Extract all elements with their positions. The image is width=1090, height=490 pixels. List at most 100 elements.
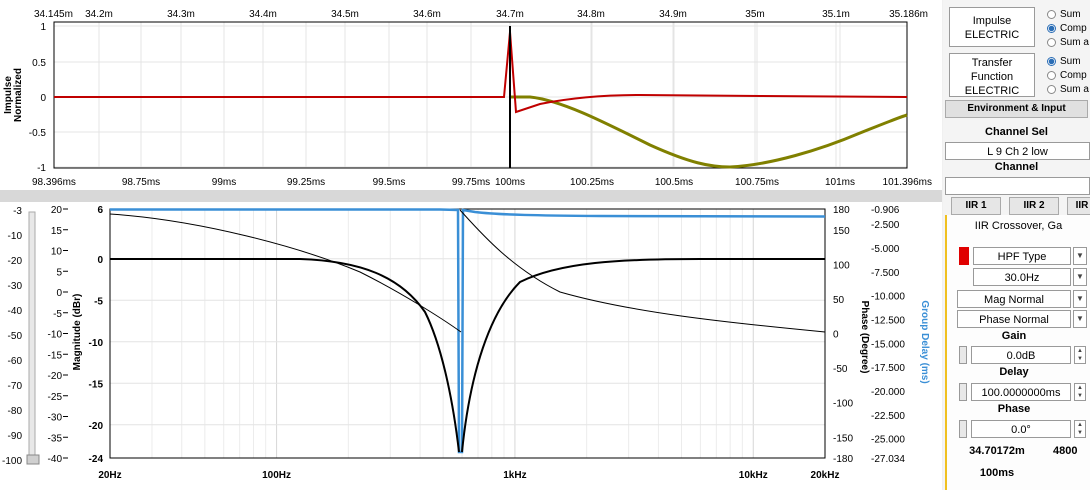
level-scale-tick: -70 (8, 381, 23, 392)
filter-type-select[interactable]: HPF Type (973, 247, 1071, 265)
group-delay-curve (109, 209, 826, 333)
delay-label: Delay (999, 366, 1029, 378)
magnitude-mode-dropdown-icon[interactable]: ▼ (1073, 290, 1087, 308)
tab-environment-input[interactable]: Environment & Input (945, 100, 1088, 118)
frequency-plot[interactable]: 20Hz 100Hz 1kHz 10kHz 20kHz 6 0 -5 -10 -15 -20 -24 1… (0, 202, 942, 490)
tab-iir-3[interactable]: IIR (1067, 197, 1090, 215)
magnitude-tick: 6 (97, 205, 103, 216)
group-delay-tick: -20.000 (871, 387, 905, 398)
phase-axis-label: Phase (Degree) (859, 301, 870, 374)
impulse-bottom-tick: 100ms (495, 177, 525, 188)
impulse-top-tick: 35.186m (889, 9, 928, 20)
impulse-bottom-tick: 101.396ms (883, 177, 932, 188)
phase-tick: 150 (833, 226, 850, 237)
phase-spinner-icon[interactable]: ▲ ▼ (1074, 420, 1086, 438)
impulse-top-tick: 34.4m (249, 9, 277, 20)
gain-scale-tick: 0 (56, 288, 62, 299)
delay-slider-handle[interactable] (959, 383, 967, 401)
radio-icon (1047, 38, 1056, 47)
level-scale-tick: -3 (13, 206, 22, 217)
magnitude-tick: -15 (89, 379, 104, 390)
radio-icon (1047, 10, 1056, 19)
impulse-plot[interactable]: 34.145m 34.2m 34.3m 34.4m 34.5m 34.6m 34.7m 34.… (0, 0, 942, 190)
magnitude-curve (110, 258, 825, 453)
gain-scale-tick: -30 (48, 413, 63, 424)
impulse-bottom-tick: 99.75ms (452, 177, 490, 188)
distance-readout: 34.70172m (969, 445, 1025, 457)
phase-tick: -180 (833, 454, 853, 465)
transfer-radio-sum[interactable]: Sum (1047, 56, 1081, 67)
frequency-x-tick: 20kHz (811, 470, 840, 481)
magnitude-mode-select[interactable]: Mag Normal (957, 290, 1071, 308)
transfer-radio-comp[interactable]: Comp (1047, 70, 1087, 81)
magnitude-tick: -10 (89, 338, 104, 349)
gain-slider-handle[interactable] (959, 346, 967, 364)
tab-iir-2[interactable]: IIR 2 (1009, 197, 1059, 215)
group-delay-tick: -0.906 (871, 205, 900, 216)
level-scale-tick: -30 (8, 281, 23, 292)
phase-mode-dropdown-icon[interactable]: ▼ (1073, 310, 1087, 328)
frequency-dropdown-icon[interactable]: ▼ (1073, 268, 1087, 286)
level-scale-tick: -100 (2, 456, 22, 467)
group-delay-tick: -22.500 (871, 411, 905, 422)
impulse-radio-sum[interactable]: Sum (1047, 9, 1081, 20)
impulse-bottom-tick: 98.75ms (122, 177, 160, 188)
delay-spinner-icon[interactable]: ▲ ▼ (1074, 383, 1086, 401)
gain-spinner-icon[interactable]: ▲ ▼ (1074, 346, 1086, 364)
frequency-x-tick: 100Hz (262, 470, 291, 481)
channel-select-field[interactable]: L 9 Ch 2 low (945, 142, 1090, 160)
group-delay-tick: -7.500 (871, 268, 900, 279)
group-delay-tick: -2.500 (871, 220, 900, 231)
level-scale-tick: -50 (8, 331, 23, 342)
group-delay-axis-label: Group Delay (ms) (919, 300, 930, 383)
filter-type-dropdown-icon[interactable]: ▼ (1073, 247, 1087, 265)
impulse-bottom-tick: 99.25ms (287, 177, 325, 188)
level-scale-tick: -20 (8, 256, 23, 267)
level-slider-track (28, 211, 36, 465)
gain-scale-tick: -5 (53, 309, 62, 320)
gain-scale-tick: 5 (56, 267, 62, 278)
gain-field[interactable]: 0.0dB (971, 346, 1071, 364)
impulse-y-tick: 0 (40, 93, 46, 104)
impulse-y-tick: -0.5 (29, 128, 47, 139)
frequency-x-tick: 10kHz (739, 470, 768, 481)
impulse-button-label: Impulse (972, 15, 1012, 27)
gain-scale-tick: -20 (48, 371, 63, 382)
impulse-bottom-tick: 99ms (212, 177, 236, 188)
group-delay-tick: -17.500 (871, 363, 905, 374)
group-delay-tick: -15.000 (871, 339, 905, 350)
impulse-response-curve (54, 31, 908, 114)
filter-title: IIR Crossover, Ga (974, 220, 1063, 232)
frequency-x-tick: 1kHz (503, 470, 526, 481)
control-panel: Impulse ELECTRIC Sum Comp Sum a Transfer… (943, 0, 1090, 490)
magnitude-tick: -20 (89, 421, 104, 432)
frequency-field[interactable]: 30.0Hz (973, 268, 1071, 286)
transfer-radio-sum-a[interactable]: Sum a (1047, 84, 1089, 95)
phase-mode-select[interactable]: Phase Normal (957, 310, 1071, 328)
level-scale-tick: -40 (8, 306, 23, 317)
impulse-top-tick: 35m (745, 9, 764, 20)
phase-tick: 0 (833, 330, 839, 341)
phase-slider-handle[interactable] (959, 420, 967, 438)
impulse-top-tick: 34.3m (167, 9, 195, 20)
gain-scale-tick: 15 (51, 226, 63, 237)
impulse-radio-comp[interactable]: Comp (1047, 23, 1087, 34)
impulse-top-tick: 34.9m (659, 9, 687, 20)
phase-field[interactable]: 0.0° (971, 420, 1071, 438)
impulse-bottom-tick: 100.5ms (655, 177, 693, 188)
plot-divider[interactable] (0, 190, 942, 202)
impulse-electric-button[interactable]: Impulse ELECTRIC (949, 7, 1035, 47)
phase-tick: 50 (833, 295, 845, 306)
delay-field[interactable]: 100.0000000ms (971, 383, 1071, 401)
channel-field[interactable] (945, 177, 1090, 195)
impulse-top-tick: 34.5m (331, 9, 359, 20)
transfer-function-button[interactable]: Transfer Function ELECTRIC (949, 53, 1035, 97)
step-response-curve (511, 95, 908, 169)
impulse-top-tick: 34.7m (496, 9, 524, 20)
impulse-radio-sum-a[interactable]: Sum a (1047, 37, 1089, 48)
impulse-ylabel: Impulse (3, 76, 14, 114)
group-delay-tick: -27.034 (871, 454, 905, 465)
frequency-x-tick: 20Hz (98, 470, 121, 481)
phase-tick: 100 (833, 260, 850, 271)
tab-iir-1[interactable]: IIR 1 (951, 197, 1001, 215)
